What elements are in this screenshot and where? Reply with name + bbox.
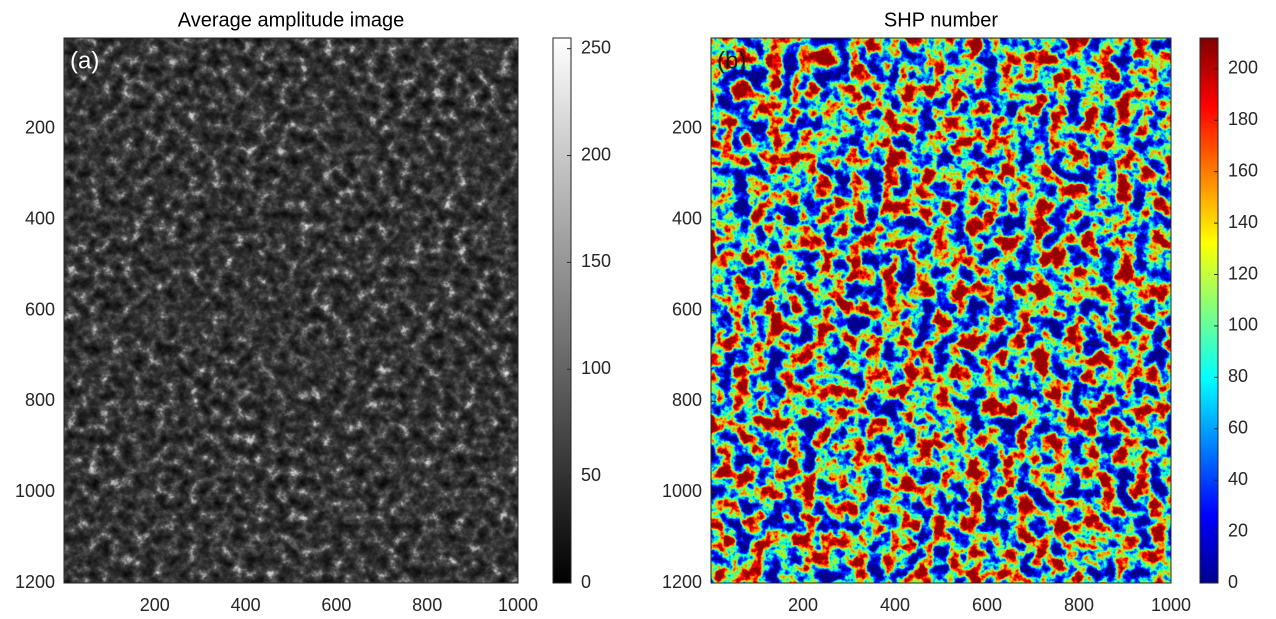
x-tick-label: 400 [231, 595, 261, 615]
colorbar [1200, 38, 1218, 583]
colorbar-tick-label: 160 [1228, 160, 1258, 180]
panel-label: (b) [717, 47, 746, 74]
colorbar-tick-label: 100 [581, 358, 611, 378]
colorbar-tick-label: 50 [581, 465, 601, 485]
colorbar-tick-label: 60 [1228, 418, 1248, 438]
colorbar-tick-label: 200 [581, 144, 611, 164]
colorbar-tick-label: 250 [581, 37, 611, 57]
chart-title: Average amplitude image [178, 9, 404, 31]
x-tick-label: 200 [140, 595, 170, 615]
y-tick-label: 600 [672, 299, 702, 319]
chart-title: SHP number [884, 9, 998, 31]
figure: (a)Average amplitude image20040060080010… [0, 0, 1276, 619]
panel-label: (a) [70, 47, 99, 74]
x-tick-label: 800 [1064, 595, 1094, 615]
y-tick-label: 800 [672, 390, 702, 410]
y-tick-label: 1000 [15, 481, 55, 501]
y-tick-label: 400 [672, 208, 702, 228]
x-tick-label: 600 [972, 595, 1002, 615]
y-tick-label: 200 [25, 118, 55, 138]
colorbar-tick-label: 0 [1228, 572, 1238, 592]
x-tick-label: 600 [321, 595, 351, 615]
x-tick-label: 400 [880, 595, 910, 615]
colorbar-tick-label: 140 [1228, 212, 1258, 232]
y-tick-label: 600 [25, 299, 55, 319]
image [711, 38, 1171, 583]
x-tick-label: 800 [412, 595, 442, 615]
colorbar-tick-label: 200 [1228, 58, 1258, 78]
colorbar-tick-label: 100 [1228, 315, 1258, 335]
colorbar-tick-label: 120 [1228, 263, 1258, 283]
x-tick-label: 1000 [1151, 595, 1191, 615]
colorbar-tick-label: 0 [581, 572, 591, 592]
y-tick-label: 1000 [662, 481, 702, 501]
y-tick-label: 200 [672, 118, 702, 138]
colorbar-tick-label: 40 [1228, 469, 1248, 489]
y-tick-label: 800 [25, 390, 55, 410]
colorbar-tick-label: 150 [581, 251, 611, 271]
y-tick-label: 400 [25, 208, 55, 228]
colorbar [553, 38, 571, 583]
colorbar-tick-label: 20 [1228, 520, 1248, 540]
y-tick-label: 1200 [15, 572, 55, 592]
colorbar-tick-label: 180 [1228, 109, 1258, 129]
colorbar-tick-label: 80 [1228, 366, 1248, 386]
y-tick-label: 1200 [662, 572, 702, 592]
image [64, 38, 518, 583]
x-tick-label: 200 [788, 595, 818, 615]
x-tick-label: 1000 [498, 595, 538, 615]
